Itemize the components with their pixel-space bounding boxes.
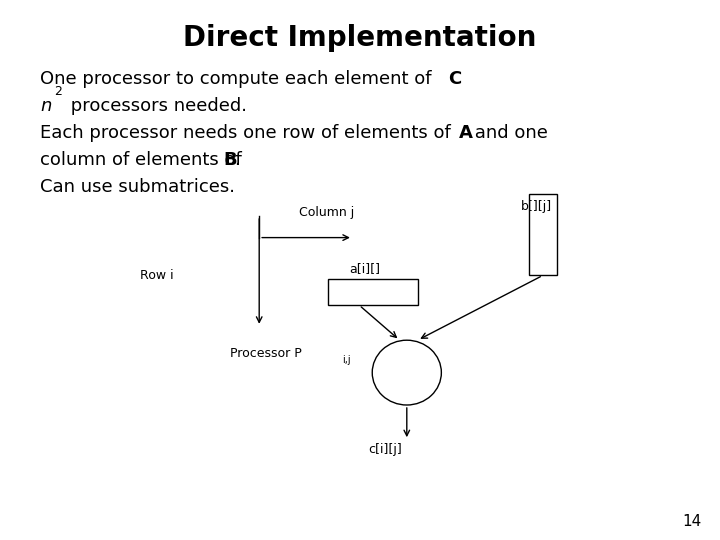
Text: $n$: $n$ (40, 97, 52, 115)
Text: .: . (234, 151, 240, 169)
Text: Row i: Row i (140, 269, 174, 282)
Text: c[i][j]: c[i][j] (369, 443, 402, 456)
Text: B: B (223, 151, 237, 169)
Text: 2: 2 (54, 85, 62, 98)
Text: b[][j]: b[][j] (521, 200, 552, 213)
Text: A: A (459, 124, 472, 142)
Text: column of elements of: column of elements of (40, 151, 247, 169)
Text: One processor to compute each element of: One processor to compute each element of (40, 70, 437, 88)
Bar (529, 194, 557, 275)
Text: 14: 14 (683, 514, 702, 529)
Text: i,j: i,j (342, 355, 351, 365)
Ellipse shape (372, 340, 441, 405)
Text: Can use submatrices.: Can use submatrices. (40, 178, 235, 196)
Text: Processor P: Processor P (230, 347, 302, 360)
Text: and one: and one (469, 124, 549, 142)
Text: C: C (448, 70, 461, 88)
Text: Column j: Column j (299, 206, 354, 219)
Text: Each processor needs one row of elements of: Each processor needs one row of elements… (40, 124, 456, 142)
Bar (328, 279, 418, 305)
Text: a[i][]: a[i][] (349, 262, 380, 275)
Text: processors needed.: processors needed. (65, 97, 247, 115)
Text: Direct Implementation: Direct Implementation (184, 24, 536, 52)
